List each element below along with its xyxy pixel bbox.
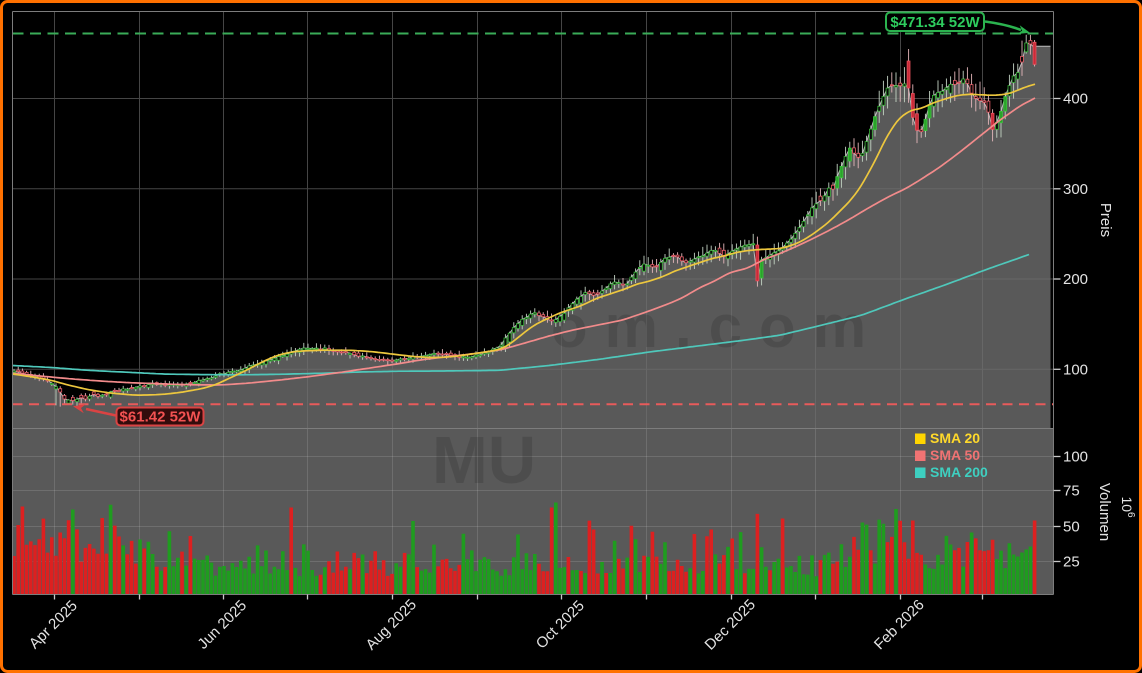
- svg-text:50: 50: [1063, 519, 1080, 536]
- svg-text:$471.34 52W: $471.34 52W: [890, 14, 980, 31]
- svg-text:100: 100: [1063, 449, 1088, 466]
- svg-text:75: 75: [1063, 483, 1080, 500]
- svg-text:SMA 20: SMA 20: [930, 430, 980, 446]
- svg-text:300: 300: [1063, 181, 1088, 198]
- svg-text:Volumen: Volumen: [1096, 483, 1113, 541]
- svg-text:SMA 50: SMA 50: [930, 447, 980, 463]
- svg-text:SMA 200: SMA 200: [930, 464, 988, 480]
- svg-text:100: 100: [1063, 361, 1088, 378]
- svg-text:400: 400: [1063, 91, 1088, 108]
- svg-text:$61.42 52W: $61.42 52W: [120, 409, 202, 426]
- svg-text:200: 200: [1063, 271, 1088, 288]
- svg-text:om.com: om.com: [551, 293, 883, 360]
- svg-text:MU: MU: [432, 423, 536, 498]
- svg-text:Preis: Preis: [1097, 203, 1114, 237]
- svg-text:25: 25: [1063, 554, 1080, 571]
